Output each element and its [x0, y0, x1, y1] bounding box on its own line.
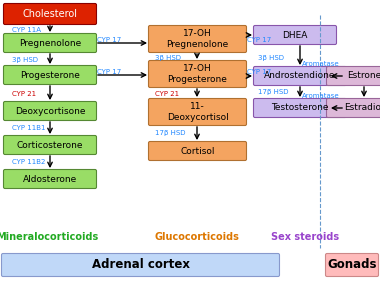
Text: CYP 21: CYP 21 — [12, 91, 36, 97]
FancyBboxPatch shape — [253, 66, 347, 86]
Text: Glucocorticoids: Glucocorticoids — [155, 232, 239, 242]
Text: Aromatase: Aromatase — [302, 61, 340, 67]
Text: Adrenal cortex: Adrenal cortex — [92, 258, 190, 272]
Text: CYP 11A: CYP 11A — [12, 27, 41, 33]
Text: 17-OH
Pregnenolone: 17-OH Pregnenolone — [166, 29, 229, 49]
Text: Corticosterone: Corticosterone — [17, 141, 83, 150]
Text: 3β HSD: 3β HSD — [12, 57, 38, 63]
FancyBboxPatch shape — [326, 99, 380, 117]
Text: CYP 17: CYP 17 — [247, 37, 271, 43]
Text: Aromatase: Aromatase — [302, 93, 340, 99]
FancyBboxPatch shape — [3, 170, 97, 188]
Text: Progesterone: Progesterone — [20, 70, 80, 80]
FancyBboxPatch shape — [253, 25, 337, 44]
Text: Androstendione: Androstendione — [264, 72, 336, 80]
FancyBboxPatch shape — [149, 60, 247, 87]
Text: Pregnenolone: Pregnenolone — [19, 38, 81, 48]
FancyBboxPatch shape — [326, 253, 378, 276]
Text: Aldosterone: Aldosterone — [23, 174, 77, 184]
Text: CYP 17: CYP 17 — [97, 69, 121, 75]
FancyBboxPatch shape — [3, 34, 97, 52]
Text: Cholesterol: Cholesterol — [22, 9, 78, 19]
FancyBboxPatch shape — [149, 25, 247, 52]
Text: Testosterone: Testosterone — [271, 103, 329, 113]
Text: CYP 21: CYP 21 — [155, 91, 179, 97]
FancyBboxPatch shape — [3, 66, 97, 84]
Text: 17-OH
Progesterone: 17-OH Progesterone — [168, 64, 228, 84]
Text: 3β HSD: 3β HSD — [155, 55, 181, 61]
Text: CYP 11B1: CYP 11B1 — [12, 125, 46, 131]
FancyBboxPatch shape — [3, 3, 97, 25]
Text: Mineralocorticoids: Mineralocorticoids — [0, 232, 98, 242]
FancyBboxPatch shape — [2, 253, 280, 276]
FancyBboxPatch shape — [253, 99, 347, 117]
Text: CYP 11B2: CYP 11B2 — [12, 159, 45, 165]
FancyBboxPatch shape — [3, 101, 97, 121]
Text: Sex steroids: Sex steroids — [271, 232, 339, 242]
Text: DHEA: DHEA — [282, 30, 308, 40]
Text: CYP 17: CYP 17 — [247, 69, 271, 75]
FancyBboxPatch shape — [326, 66, 380, 86]
FancyBboxPatch shape — [149, 99, 247, 125]
Text: Gonads: Gonads — [327, 258, 377, 272]
Text: 17β HSD: 17β HSD — [258, 89, 288, 95]
Text: CYP 17: CYP 17 — [97, 37, 121, 43]
Text: Estrone: Estrone — [347, 72, 380, 80]
FancyBboxPatch shape — [3, 135, 97, 154]
Text: 17β HSD: 17β HSD — [155, 130, 185, 136]
FancyBboxPatch shape — [149, 141, 247, 160]
Text: Deoxycortisone: Deoxycortisone — [15, 107, 85, 115]
Text: 3β HSD: 3β HSD — [258, 55, 284, 61]
Text: Estradiol: Estradiol — [344, 103, 380, 113]
Text: 11-
Deoxycortisol: 11- Deoxycortisol — [166, 102, 228, 122]
Text: Cortisol: Cortisol — [180, 146, 215, 156]
